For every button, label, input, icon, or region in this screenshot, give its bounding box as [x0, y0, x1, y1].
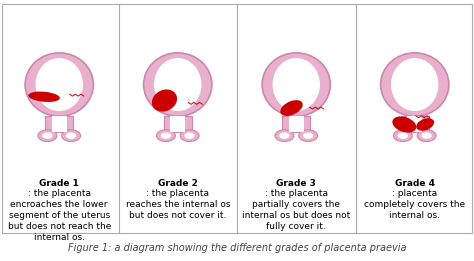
Text: : the placenta
partially covers the
internal os but does not
fully cover it.: : the placenta partially covers the inte…: [242, 189, 350, 232]
Ellipse shape: [144, 53, 212, 116]
Text: Grade 3: Grade 3: [276, 179, 316, 187]
Polygon shape: [170, 116, 185, 132]
Ellipse shape: [25, 53, 93, 116]
Ellipse shape: [38, 130, 57, 141]
Ellipse shape: [279, 132, 290, 139]
Ellipse shape: [398, 132, 408, 139]
Ellipse shape: [62, 130, 81, 141]
Ellipse shape: [393, 130, 412, 141]
Ellipse shape: [416, 118, 434, 131]
Polygon shape: [45, 116, 73, 132]
Ellipse shape: [280, 100, 303, 116]
Ellipse shape: [421, 132, 432, 139]
Polygon shape: [52, 116, 67, 132]
Text: : placenta
completely covers the
internal os.: : placenta completely covers the interna…: [364, 189, 465, 220]
Ellipse shape: [152, 90, 177, 112]
Ellipse shape: [273, 58, 320, 111]
Ellipse shape: [381, 53, 449, 116]
Polygon shape: [289, 116, 304, 132]
Ellipse shape: [154, 58, 201, 111]
Ellipse shape: [275, 130, 294, 141]
Ellipse shape: [161, 132, 171, 139]
Ellipse shape: [180, 130, 199, 141]
Ellipse shape: [36, 58, 83, 111]
Text: : the placenta
encroaches the lower
segment of the uterus
but does not reach the: : the placenta encroaches the lower segm…: [8, 189, 111, 242]
Ellipse shape: [299, 130, 318, 141]
Polygon shape: [401, 116, 429, 132]
Ellipse shape: [262, 53, 330, 116]
Text: Figure 1: a diagram showing the different grades of placenta praevia: Figure 1: a diagram showing the differen…: [68, 243, 406, 253]
Ellipse shape: [66, 132, 76, 139]
Text: : the placenta
reaches the internal os
but does not cover it.: : the placenta reaches the internal os b…: [126, 189, 230, 220]
Text: Grade 1: Grade 1: [39, 179, 79, 187]
Text: Grade 2: Grade 2: [158, 179, 198, 187]
Ellipse shape: [392, 116, 416, 133]
Text: Grade 4: Grade 4: [395, 179, 435, 187]
Polygon shape: [282, 116, 310, 132]
Ellipse shape: [184, 132, 195, 139]
Ellipse shape: [28, 92, 60, 102]
Ellipse shape: [42, 132, 53, 139]
Polygon shape: [164, 116, 192, 132]
Ellipse shape: [417, 130, 436, 141]
Ellipse shape: [156, 130, 175, 141]
Polygon shape: [407, 116, 422, 132]
Ellipse shape: [391, 58, 438, 111]
Ellipse shape: [303, 132, 313, 139]
